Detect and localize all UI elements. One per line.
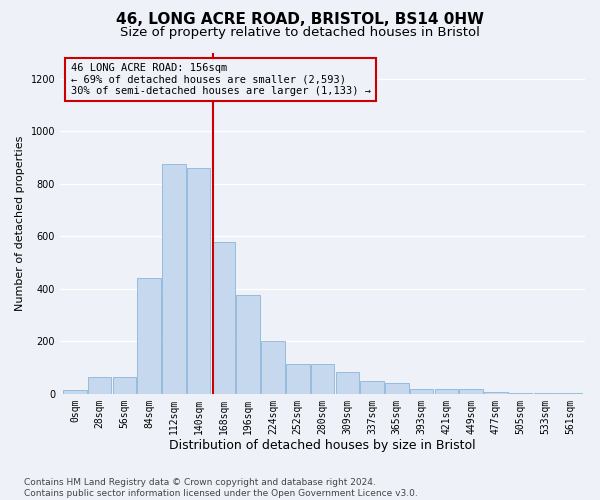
Bar [236,296,260,394]
Bar [385,383,409,394]
Bar [162,164,186,394]
Text: 46 LONG ACRE ROAD: 156sqm
← 69% of detached houses are smaller (2,593)
30% of se: 46 LONG ACRE ROAD: 156sqm ← 69% of detac… [71,62,371,96]
Bar [63,390,86,394]
Bar [484,392,508,394]
Text: Size of property relative to detached houses in Bristol: Size of property relative to detached ho… [120,26,480,39]
Bar [559,392,582,394]
Bar [286,364,310,394]
X-axis label: Distribution of detached houses by size in Bristol: Distribution of detached houses by size … [169,440,476,452]
Bar [212,242,235,394]
Bar [137,278,161,394]
Y-axis label: Number of detached properties: Number of detached properties [15,136,25,311]
Bar [533,392,557,394]
Bar [113,377,136,394]
Bar [187,168,211,394]
Bar [460,390,483,394]
Text: 46, LONG ACRE ROAD, BRISTOL, BS14 0HW: 46, LONG ACRE ROAD, BRISTOL, BS14 0HW [116,12,484,26]
Text: Contains HM Land Registry data © Crown copyright and database right 2024.
Contai: Contains HM Land Registry data © Crown c… [24,478,418,498]
Bar [509,392,532,394]
Bar [88,377,112,394]
Bar [335,372,359,394]
Bar [261,342,285,394]
Bar [311,364,334,394]
Bar [434,390,458,394]
Bar [360,380,384,394]
Bar [410,388,433,394]
